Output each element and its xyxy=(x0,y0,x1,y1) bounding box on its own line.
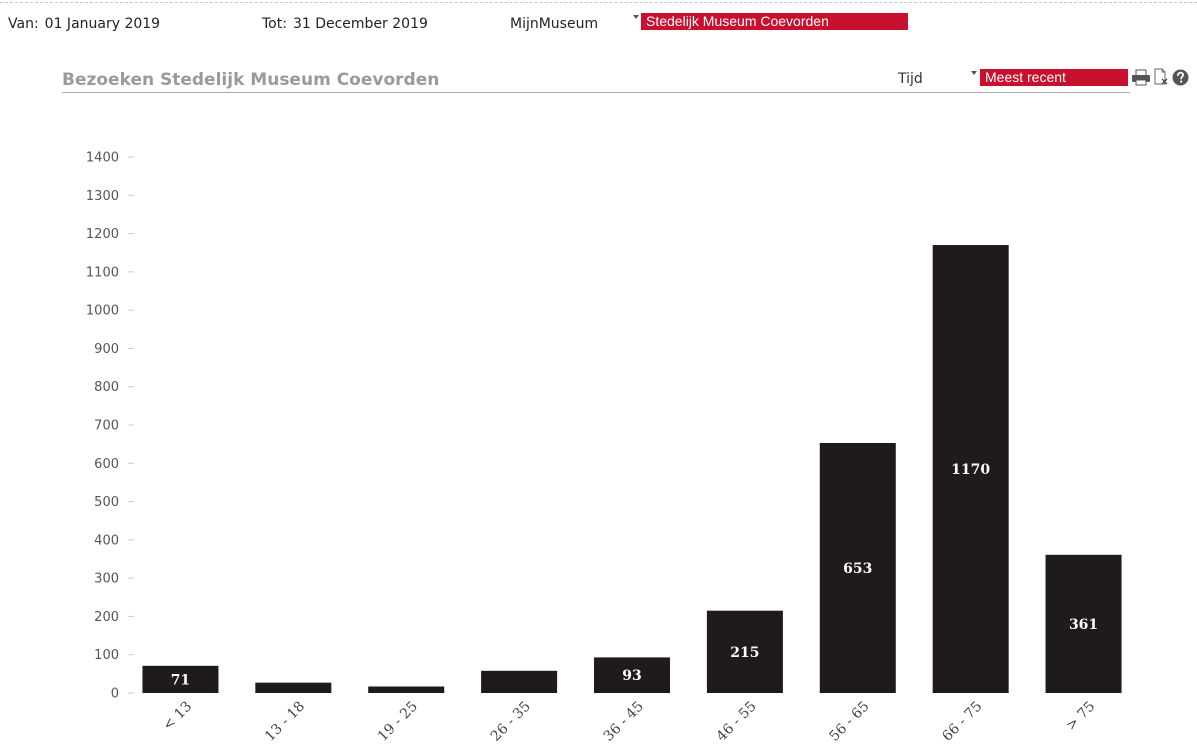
panel-title-underline xyxy=(62,92,1130,93)
museum-select[interactable]: Stedelijk Museum Coevorden xyxy=(641,13,908,30)
y-tick-label: 300 xyxy=(94,572,119,587)
y-tick-label: 1000 xyxy=(86,304,119,319)
y-tick-label: 400 xyxy=(94,533,119,548)
y-tick-label: 700 xyxy=(94,419,119,434)
bar-value-label: 361 xyxy=(1069,617,1098,633)
y-tick-label: 1300 xyxy=(86,189,119,204)
x-tick-label: 26 - 35 xyxy=(488,699,534,745)
x-tick-label: 46 - 55 xyxy=(714,699,760,745)
date-to-label: Tot: xyxy=(262,16,287,32)
bar-value-label: 215 xyxy=(730,645,759,661)
y-tick-label: 800 xyxy=(94,380,119,395)
y-tick-label: 500 xyxy=(94,495,119,510)
bar-value-label: 93 xyxy=(622,668,641,684)
help-icon[interactable] xyxy=(1172,69,1189,86)
scope-label: MijnMuseum xyxy=(510,16,599,32)
x-tick-label: > 75 xyxy=(1063,699,1098,734)
y-tick-label: 600 xyxy=(94,457,119,472)
y-tick-label: 1100 xyxy=(86,265,119,280)
bar-value-label: 653 xyxy=(843,561,872,577)
y-tick-label: 100 xyxy=(94,648,119,663)
bar[interactable] xyxy=(594,657,670,693)
y-tick-label: 200 xyxy=(94,610,119,625)
panel-title: Bezoeken Stedelijk Museum Coevorden xyxy=(62,70,440,90)
date-from-filter[interactable]: Van: 01 January 2019 xyxy=(8,16,160,32)
chevron-down-icon[interactable] xyxy=(971,71,977,75)
bar[interactable] xyxy=(481,670,558,693)
chevron-down-icon[interactable] xyxy=(633,15,639,19)
bar[interactable] xyxy=(368,686,445,693)
bar-value-label: 71 xyxy=(171,672,190,688)
bar[interactable] xyxy=(1045,554,1122,693)
x-tick-label: < 13 xyxy=(160,699,195,734)
date-to-filter[interactable]: Tot: 31 December 2019 xyxy=(262,16,428,32)
top-dashed-divider xyxy=(0,2,1197,3)
y-tick-label: 1200 xyxy=(86,227,119,242)
y-tick-label: 900 xyxy=(94,342,119,357)
x-axis: < 13 13 - 18 19 - 25 26 - 35 36 - 45 46 - 55 5… xyxy=(160,699,1098,745)
date-from-label: Van: xyxy=(8,16,39,32)
x-tick-label: 19 - 25 xyxy=(375,699,421,745)
bar[interactable] xyxy=(932,245,1009,694)
bar[interactable] xyxy=(255,682,332,693)
filter-bar: Van: 01 January 2019 Tot: 31 December 2019… xyxy=(0,0,1197,40)
y-tick-label: 0 xyxy=(111,687,119,702)
y-tick-label: 1400 xyxy=(86,151,119,166)
y-axis: 0 100 200 300 400 500 600 700 800 900 1000 1100 1200… xyxy=(86,151,134,702)
bars: 71 93 215 653 1170 361 xyxy=(142,245,1122,694)
date-to-value[interactable]: 31 December 2019 xyxy=(292,16,428,32)
print-icon[interactable] xyxy=(1131,69,1151,86)
bar[interactable] xyxy=(819,442,896,693)
sort-select[interactable]: Meest recent xyxy=(980,69,1128,86)
bar[interactable] xyxy=(142,665,219,693)
x-tick-label: 36 - 45 xyxy=(601,699,647,745)
x-tick-label: 56 - 65 xyxy=(826,699,872,745)
x-tick-label: 66 - 75 xyxy=(939,699,985,745)
x-tick-label: 13 - 18 xyxy=(262,699,308,745)
bar-value-label: 1170 xyxy=(951,462,990,478)
export-icon[interactable] xyxy=(1153,68,1169,86)
sort-label: Tijd xyxy=(898,71,923,87)
bar[interactable] xyxy=(706,610,783,693)
date-from-value[interactable]: 01 January 2019 xyxy=(44,16,161,32)
